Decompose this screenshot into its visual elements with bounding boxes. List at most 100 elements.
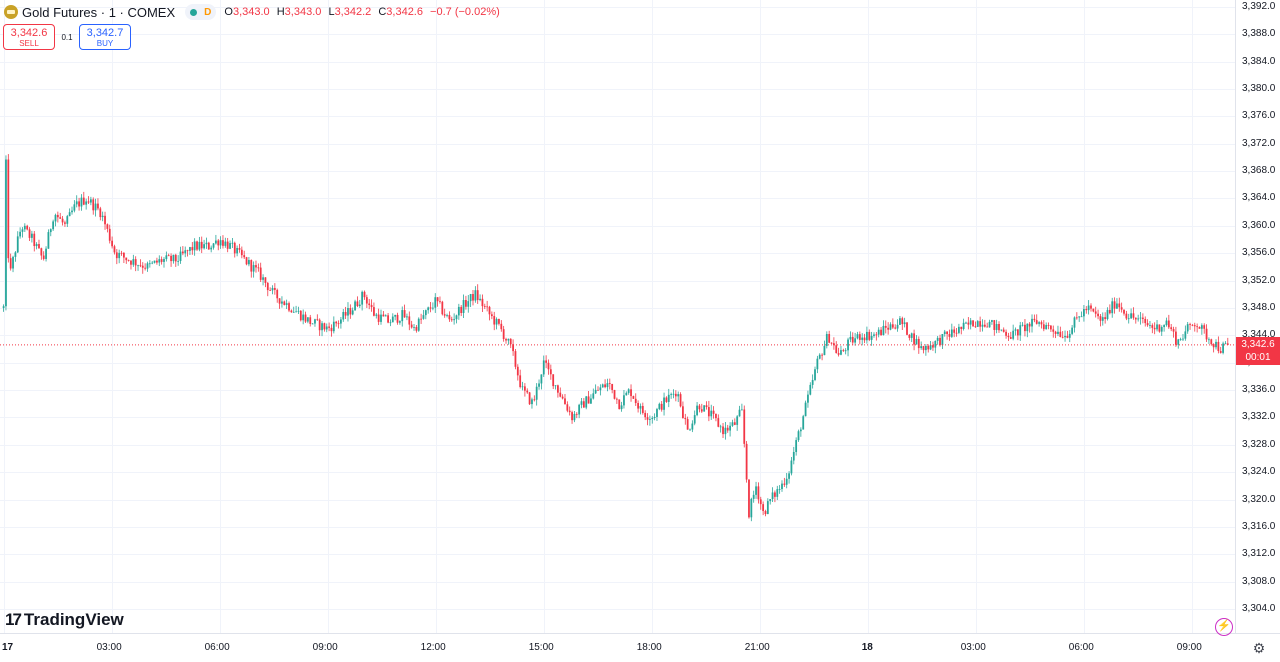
candle [769,498,772,505]
candle [82,191,85,206]
candle [7,154,10,263]
candle [356,296,359,308]
candle [431,302,434,311]
symbol-title[interactable]: Gold Futures · 1 · COMEX [22,4,176,20]
status-letter: D [204,6,212,18]
tradingview-logo[interactable]: 17 TradingView [5,610,124,630]
candle [214,234,217,245]
candle [257,263,260,272]
candle [861,333,864,346]
candle [321,321,323,337]
candle [144,263,147,271]
candle [1208,337,1210,345]
candle [792,446,795,465]
candle [448,311,451,322]
time-tick-label: 06:00 [204,642,230,653]
candle [1071,324,1074,336]
price-tick-label: 3,388.0 [1242,28,1276,40]
candle [696,401,698,417]
candle [1116,298,1118,310]
candle [38,239,40,249]
candle [2,304,5,312]
candle [658,402,661,411]
candle [1139,312,1142,325]
chart-grid [0,0,1235,633]
candle [403,304,406,318]
candle [429,301,432,313]
candle [707,400,710,422]
candle [323,322,326,332]
candle [965,321,967,324]
price-tick-label: 3,324.0 [1242,466,1276,478]
candle [231,237,234,249]
buy-button[interactable]: 3,342.7 BUY [79,24,131,50]
candle [387,312,389,324]
market-status-badge[interactable]: D [185,4,217,20]
candle [160,256,163,265]
gear-icon[interactable]: ⚙ [1252,640,1266,656]
candle [1165,317,1168,327]
candle [684,413,687,425]
candle [920,341,923,350]
candle [823,340,826,356]
candle [127,259,130,262]
candle [922,345,925,354]
candle [549,364,552,380]
candle [955,328,958,337]
candle [259,262,262,283]
candle [523,383,526,397]
candle [347,302,349,322]
candle [568,406,571,416]
candle [868,329,871,342]
candle [821,353,823,361]
candle [535,383,538,406]
candle [1134,317,1137,324]
candle [882,320,885,336]
candle [1108,304,1111,315]
price-tick-label: 3,372.0 [1242,137,1276,149]
candle [623,390,625,409]
candle [1200,323,1203,335]
candle [174,253,177,267]
candle [474,286,477,303]
candle [889,322,892,331]
candle [507,338,510,345]
candle [14,251,17,262]
candle [115,249,118,265]
sell-button[interactable]: 3,342.6 SELL [3,24,55,50]
candle [111,236,114,249]
candle [118,249,121,264]
candle [200,236,203,254]
candle [682,401,684,419]
candle [1007,332,1010,342]
candle [757,482,760,504]
candle [368,298,371,310]
candle [573,410,576,423]
candle [729,422,731,437]
candle [450,316,453,322]
candle [158,255,161,267]
candle [991,319,993,325]
candle [762,501,765,516]
candle [422,309,425,320]
candle [28,227,31,241]
flash-icon[interactable]: ⚡ [1215,618,1233,636]
candle [526,388,529,394]
symbol-legend: Gold Futures · 1 · COMEX D O3,343.0 H3,3… [4,3,504,21]
candle [613,389,616,400]
candle [1073,316,1076,333]
candle [538,379,540,390]
candle [896,319,899,332]
candle [512,339,514,356]
candle [167,253,170,257]
candle [936,335,939,345]
candle [207,241,210,250]
candle [217,238,220,251]
candle [502,325,505,342]
candle [797,429,800,442]
candle [802,414,805,430]
candle [490,311,493,320]
candle [54,213,57,227]
candle [139,259,142,268]
